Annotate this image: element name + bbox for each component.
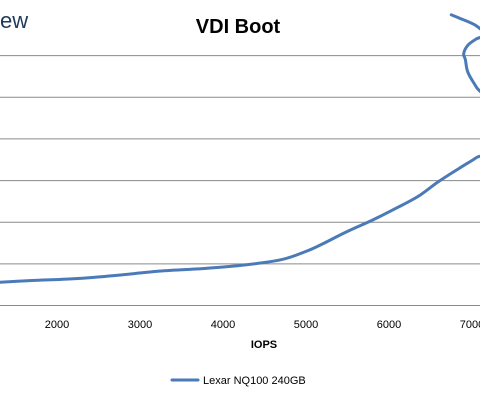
x-tick-label: 5000 <box>294 319 318 331</box>
x-tick-label: 6000 <box>377 319 401 331</box>
x-tick-labels: 2000 3000 4000 5000 6000 7000 <box>45 319 480 331</box>
x-tick-label: 3000 <box>128 319 152 331</box>
chart-title: VDI Boot <box>196 16 281 38</box>
x-tick-label: 2000 <box>45 319 69 331</box>
series-layer <box>0 13 480 284</box>
legend-label: Lexar NQ100 240GB <box>203 375 306 387</box>
watermark-logo-text: ew <box>0 8 28 33</box>
legend: Lexar NQ100 240GB <box>170 375 306 387</box>
gridlines <box>0 55 480 265</box>
x-tick-label: 4000 <box>211 319 235 331</box>
x-tick-label: 7000 <box>460 319 480 331</box>
x-axis-title: IOPS <box>251 339 277 351</box>
series-line <box>0 13 480 284</box>
